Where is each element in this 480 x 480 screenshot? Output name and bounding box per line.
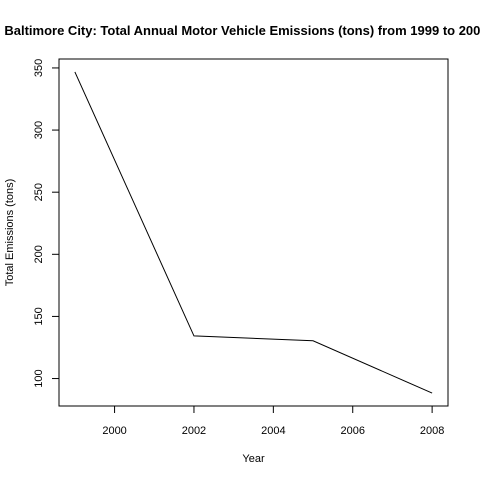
y-axis-label: Total Emissions (tons) [4, 179, 16, 287]
y-tick-label: 100 [33, 369, 45, 387]
x-tick-label: 2000 [102, 425, 126, 437]
y-tick-label: 300 [33, 121, 45, 139]
y-tick-label: 200 [33, 245, 45, 263]
y-tick-label: 150 [33, 307, 45, 325]
x-tick-label: 2004 [261, 425, 285, 437]
x-tick-label: 2008 [420, 425, 444, 437]
x-axis-label: Year [242, 453, 265, 465]
x-tick-label: 2006 [340, 425, 364, 437]
plot-frame [58, 58, 449, 407]
y-tick-label: 250 [33, 183, 45, 201]
chart-title: Baltimore City: Total Annual Motor Vehic… [4, 23, 480, 38]
y-tick-label: 350 [33, 59, 45, 77]
y-axis: 100 150 200 250 300 350 [33, 59, 59, 388]
series-line [74, 71, 433, 394]
x-axis: 2000 2002 2004 2006 2008 [102, 406, 444, 437]
x-tick-label: 2002 [182, 425, 206, 437]
series-layer [74, 71, 433, 394]
